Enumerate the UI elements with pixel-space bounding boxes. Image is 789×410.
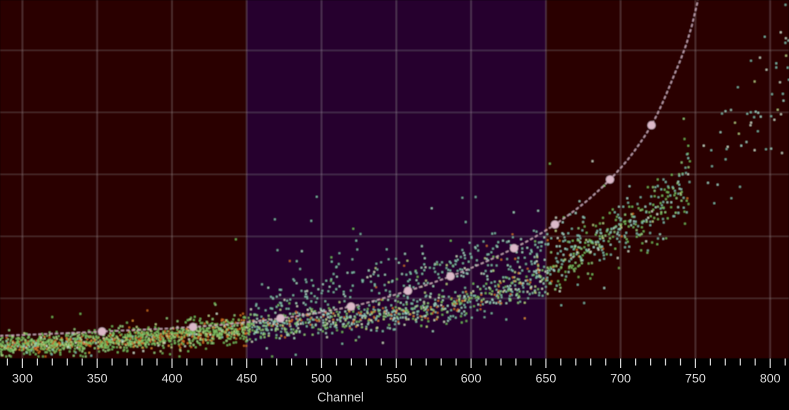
svg-text:600: 600: [461, 372, 482, 386]
svg-text:650: 650: [536, 372, 557, 386]
svg-text:300: 300: [12, 372, 33, 386]
svg-text:550: 550: [386, 372, 407, 386]
svg-text:450: 450: [236, 372, 257, 386]
svg-text:Channel: Channel: [317, 391, 364, 405]
svg-text:350: 350: [87, 372, 108, 386]
svg-text:700: 700: [610, 372, 631, 386]
svg-text:400: 400: [162, 372, 183, 386]
svg-text:800: 800: [760, 372, 781, 386]
svg-text:500: 500: [311, 372, 332, 386]
svg-text:750: 750: [685, 372, 706, 386]
